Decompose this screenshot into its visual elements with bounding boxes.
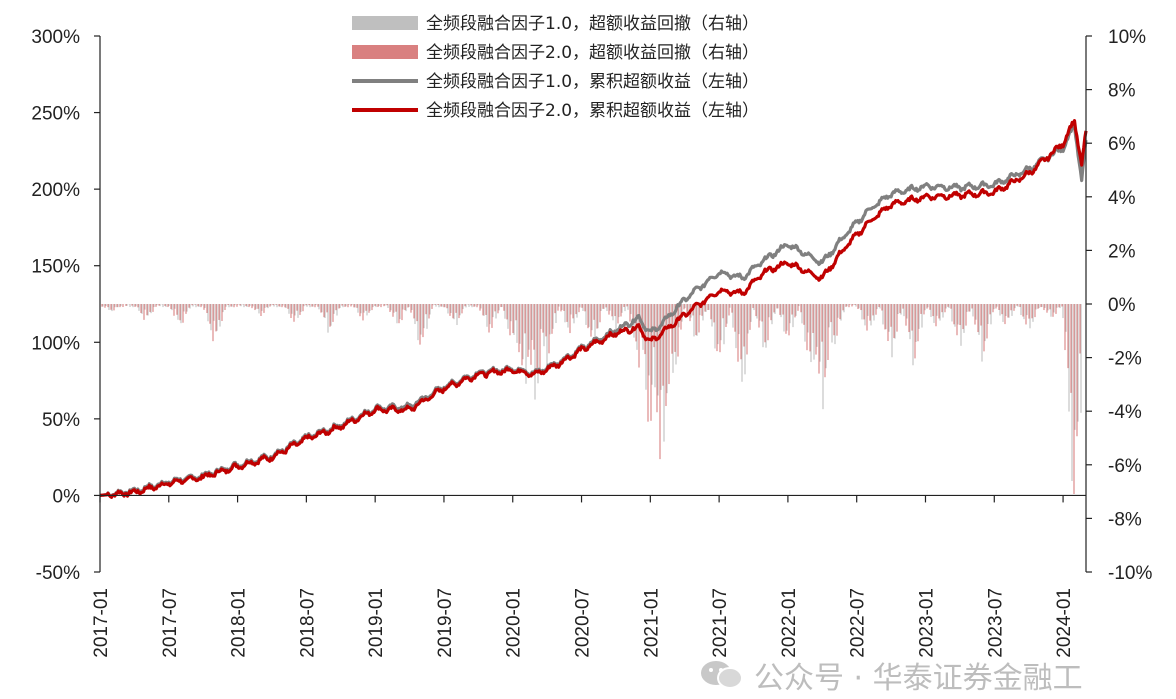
- y-left-tick-label: -50%: [36, 563, 80, 584]
- series-line-1: [99, 123, 1088, 499]
- legend-swatch: [352, 16, 418, 30]
- y-right-tick-label: 0%: [1108, 295, 1136, 316]
- watermark-text: 公众号 · 华泰证券金融工: [754, 661, 1083, 696]
- y-right-tick-label: 8%: [1108, 81, 1136, 102]
- x-tick-label: 2017-07: [160, 588, 181, 658]
- y-right-tick-label: -6%: [1108, 456, 1142, 477]
- y-right-tick-label: 6%: [1108, 134, 1136, 155]
- y-right-tick-label: 10%: [1108, 27, 1146, 48]
- y-right-tick-label: 4%: [1108, 188, 1136, 209]
- wechat-icon: [700, 659, 744, 691]
- x-tick-label: 2021-01: [641, 588, 662, 658]
- y-left-tick-label: 250%: [31, 104, 80, 125]
- y-left-tick-label: 300%: [31, 27, 80, 48]
- x-tick-label: 2021-07: [710, 588, 731, 658]
- x-tick-label: 2019-01: [366, 588, 387, 658]
- legend-swatch: [352, 45, 418, 59]
- cumulative-lines: [99, 119, 1088, 499]
- axes: 300% 250% 200% 150% 100% 50% 0% -50% 10% 8% 6% 4% 2%…: [31, 27, 1152, 658]
- legend-label: 全频段融合因子2.0，超额收益回撤（右轴）: [426, 43, 759, 63]
- legend-label: 全频段融合因子1.0，超额收益回撤（右轴）: [426, 14, 759, 34]
- x-tick-label: 2018-07: [297, 588, 318, 658]
- x-tick-label: 2020-07: [573, 588, 594, 658]
- watermark: 公众号 · 华泰证券金融工: [700, 655, 1083, 696]
- y-left-tick-label: 150%: [31, 257, 80, 278]
- y-left-tick-label: 100%: [31, 333, 80, 354]
- legend-label: 全频段融合因子1.0，累积超额收益（左轴）: [426, 72, 759, 92]
- x-tick-label: 2017-01: [91, 588, 112, 658]
- y-right-tick-label: -2%: [1108, 349, 1142, 370]
- x-tick-label: 2020-01: [504, 588, 525, 658]
- series-line-2: [99, 119, 1088, 499]
- x-tick-label: 2023-01: [916, 588, 937, 658]
- y-left-tick-label: 200%: [31, 180, 80, 201]
- legend-label: 全频段融合因子2.0，累积超额收益（左轴）: [426, 101, 759, 121]
- x-tick-label: 2023-07: [985, 588, 1006, 658]
- y-left-tick-label: 50%: [42, 410, 80, 431]
- x-tick-label: 2024-01: [1054, 588, 1075, 658]
- y-right-tick-label: -8%: [1108, 509, 1142, 530]
- legend: 全频段融合因子1.0，超额收益回撤（右轴） 全频段融合因子2.0，超额收益回撤（右…: [352, 14, 759, 121]
- y-right-tick-label: -4%: [1108, 402, 1142, 423]
- y-right-tick-label: -10%: [1108, 563, 1152, 584]
- x-tick-label: 2022-01: [779, 588, 800, 658]
- y-right-tick-label: 2%: [1108, 241, 1136, 262]
- x-tick-label: 2018-01: [229, 588, 250, 658]
- drawdown-bars: [101, 304, 1082, 495]
- y-left-tick-label: 0%: [53, 486, 81, 507]
- x-tick-label: 2019-07: [435, 588, 456, 658]
- x-tick-label: 2022-07: [848, 588, 869, 658]
